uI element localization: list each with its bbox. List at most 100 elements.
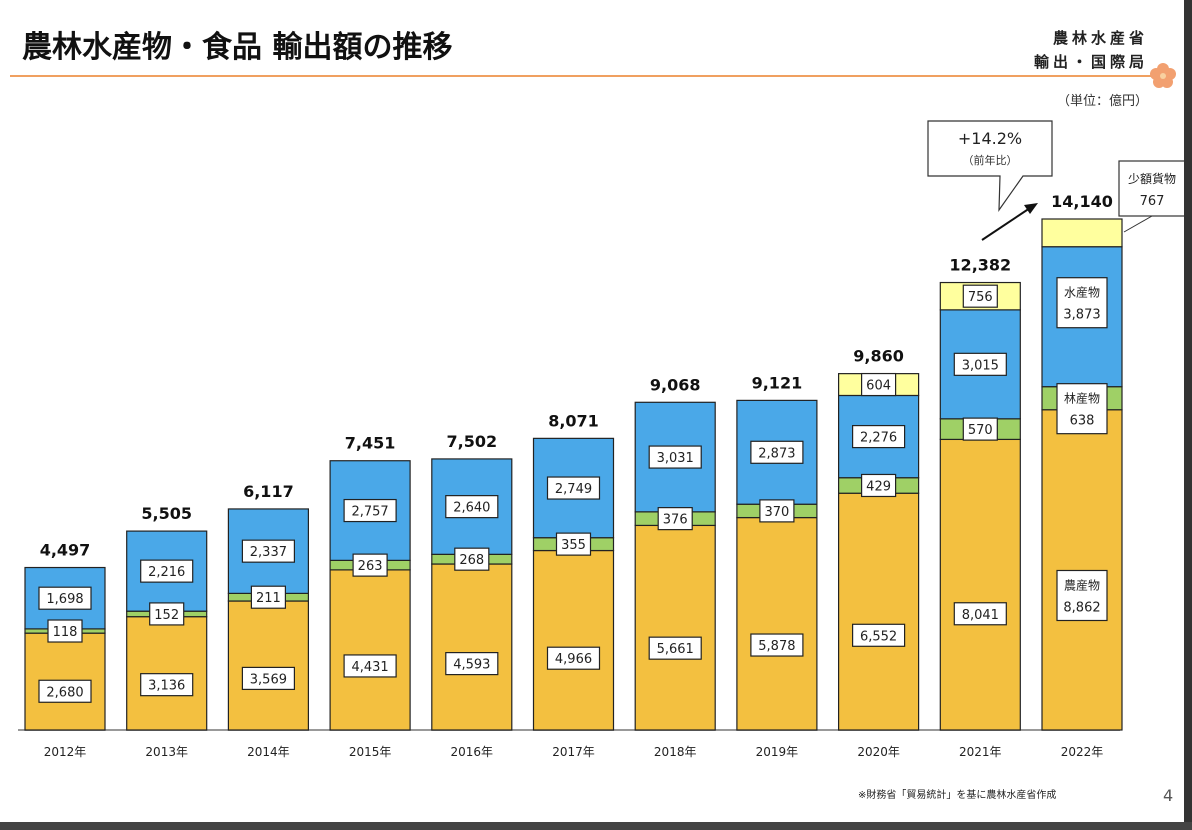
data-label-box xyxy=(546,646,601,670)
data-label-box xyxy=(851,424,906,449)
data-label-box xyxy=(140,559,194,583)
data-label: 3,015 xyxy=(962,358,999,373)
data-label: 1,698 xyxy=(46,592,83,607)
x-tick-label: 2020年 xyxy=(857,745,900,759)
data-label-box xyxy=(1056,569,1108,622)
x-tick-label: 2019年 xyxy=(756,745,799,759)
data-label-box xyxy=(555,532,592,556)
data-label-box xyxy=(1056,277,1108,329)
data-label-box xyxy=(352,553,388,577)
data-label-box xyxy=(250,585,286,609)
data-label: 570 xyxy=(968,423,993,438)
data-label-box xyxy=(962,417,998,441)
data-label: 211 xyxy=(256,591,281,606)
data-label-box xyxy=(445,652,499,676)
growth-callout-note: （前年比） xyxy=(963,153,1018,167)
window-bottom-edge xyxy=(0,822,1192,830)
bar-segment-agriculture xyxy=(431,563,513,731)
data-label-box xyxy=(343,498,397,523)
data-label: 604 xyxy=(866,379,891,394)
total-label: 6,117 xyxy=(243,482,294,501)
total-label: 7,451 xyxy=(345,434,396,453)
data-label: 2,757 xyxy=(351,505,388,520)
bar-segment-agriculture xyxy=(1041,409,1123,731)
data-label: 2,276 xyxy=(860,431,897,446)
total-label: 9,860 xyxy=(853,347,904,366)
data-label-box xyxy=(38,679,92,703)
small-cargo-leader-line xyxy=(1123,215,1153,233)
data-label: 263 xyxy=(358,559,383,574)
bar-segment-agriculture xyxy=(634,524,716,731)
data-label-box xyxy=(953,352,1007,376)
small-cargo-callout-value: 767 xyxy=(1140,194,1165,209)
growth-arrow-head xyxy=(1024,203,1038,214)
data-label: 3,873 xyxy=(1063,308,1100,323)
data-label-box xyxy=(343,654,397,678)
total-label: 9,121 xyxy=(752,373,803,392)
x-tick-label: 2013年 xyxy=(145,745,188,759)
bar-segment-agriculture xyxy=(532,549,615,731)
data-label-box xyxy=(648,445,702,469)
bar-segment-agriculture xyxy=(837,492,920,731)
data-label-box xyxy=(1056,383,1108,435)
data-label-box xyxy=(962,284,998,308)
data-label-box xyxy=(750,633,804,657)
data-label: 2,216 xyxy=(148,565,185,580)
growth-callout-box xyxy=(927,120,1053,212)
bar-segment-agriculture xyxy=(329,569,411,731)
x-tick-label: 2012年 xyxy=(44,745,87,759)
data-label-box xyxy=(140,673,194,697)
data-label: 3,569 xyxy=(250,672,287,687)
page-number: 4 xyxy=(1163,786,1174,805)
ministry-line-2: 輸出・国際局 xyxy=(1033,53,1148,71)
source-note: ※財務省「貿易統計」を基に農林水産省作成 xyxy=(858,790,1057,801)
data-label: 6,552 xyxy=(860,629,897,644)
total-label: 9,068 xyxy=(650,375,701,394)
data-label: 8,862 xyxy=(1063,600,1100,615)
total-label: 12,382 xyxy=(949,256,1011,275)
unit-label: （単位：億円） xyxy=(1056,94,1148,109)
title-underline xyxy=(10,75,1155,77)
data-label: 756 xyxy=(968,290,993,305)
data-label: 2,680 xyxy=(46,685,83,700)
x-tick-label: 2014年 xyxy=(247,745,290,759)
data-label: 355 xyxy=(561,538,586,553)
bar-segment-agriculture xyxy=(736,516,818,731)
data-label-box xyxy=(149,602,185,626)
data-label-box xyxy=(38,586,92,610)
total-label: 5,505 xyxy=(141,504,192,523)
growth-callout-value: +14.2% xyxy=(958,129,1022,148)
data-label-box xyxy=(648,636,702,660)
data-label-box xyxy=(47,619,83,643)
data-label-name: 水産物 xyxy=(1064,285,1100,300)
data-label-box xyxy=(953,602,1007,626)
x-tick-label: 2018年 xyxy=(654,745,697,759)
data-label-name: 林産物 xyxy=(1064,391,1100,406)
total-label: 14,140 xyxy=(1051,192,1113,211)
data-label: 8,041 xyxy=(962,608,999,623)
data-label-box xyxy=(759,499,795,523)
data-label: 370 xyxy=(764,505,789,520)
total-label: 7,502 xyxy=(446,432,497,451)
data-label: 5,661 xyxy=(657,642,694,657)
x-tick-label: 2022年 xyxy=(1061,745,1104,759)
data-label-box xyxy=(546,476,601,500)
data-label: 376 xyxy=(663,513,688,528)
window-edge xyxy=(1184,0,1192,830)
data-label: 4,593 xyxy=(453,658,490,673)
bar-segment-small-cargo xyxy=(1041,218,1123,248)
data-label: 429 xyxy=(866,479,891,494)
total-label: 8,071 xyxy=(548,411,599,430)
data-label: 4,966 xyxy=(555,652,592,667)
small-cargo-callout-label: 少額貨物 xyxy=(1128,171,1176,186)
data-label-box xyxy=(445,495,499,519)
total-label: 4,497 xyxy=(40,541,91,560)
bar-segment-agriculture xyxy=(227,600,309,731)
data-label-name: 農産物 xyxy=(1064,577,1100,592)
data-label: 118 xyxy=(53,625,78,640)
x-tick-label: 2016年 xyxy=(451,745,494,759)
data-label: 2,640 xyxy=(453,501,490,516)
data-label-box xyxy=(860,372,897,397)
data-label: 3,136 xyxy=(148,679,185,694)
